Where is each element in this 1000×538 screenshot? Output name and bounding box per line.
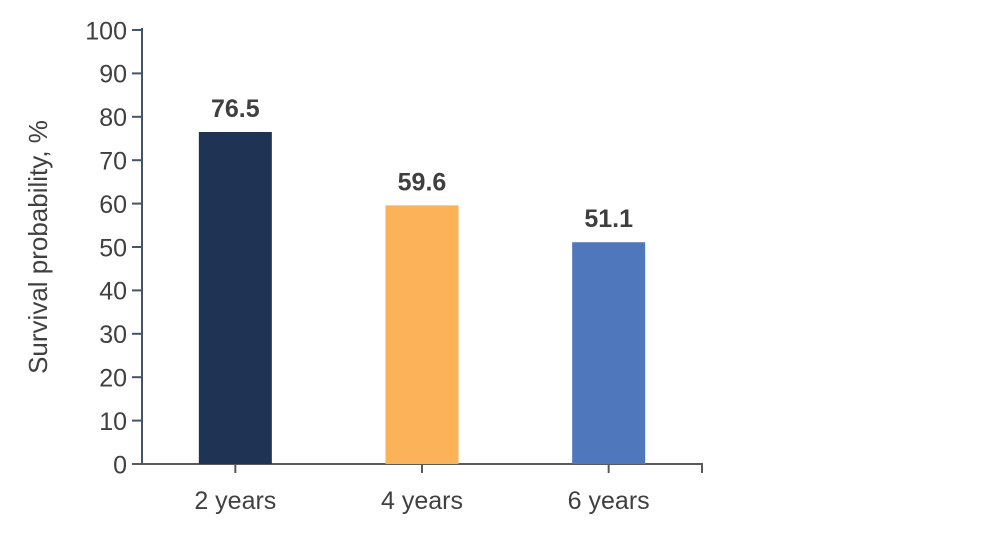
x-category-label: 2 years xyxy=(194,487,276,515)
y-tick-label: 100 xyxy=(85,17,127,45)
y-tick-label: 40 xyxy=(99,278,127,306)
bar-2-years xyxy=(198,131,272,465)
y-tick-label: 80 xyxy=(99,104,127,132)
bar-6-years xyxy=(572,242,646,464)
x-category-label: 4 years xyxy=(381,487,463,515)
y-tick-label: 0 xyxy=(113,451,127,479)
y-tick-label: 10 xyxy=(99,408,127,436)
y-tick-label: 50 xyxy=(99,234,127,262)
bar-4-years xyxy=(385,205,459,464)
y-tick-label: 20 xyxy=(99,364,127,392)
bar-value-label: 76.5 xyxy=(211,95,260,123)
y-tick-label: 60 xyxy=(99,191,127,219)
y-axis-title: Survival probability, % xyxy=(23,120,53,374)
y-tick-label: 30 xyxy=(99,321,127,349)
bar-value-label: 51.1 xyxy=(584,205,633,233)
bar-value-label: 59.6 xyxy=(398,168,447,196)
x-category-label: 6 years xyxy=(568,487,650,515)
y-tick-label: 90 xyxy=(99,61,127,89)
y-tick-label: 70 xyxy=(99,147,127,175)
